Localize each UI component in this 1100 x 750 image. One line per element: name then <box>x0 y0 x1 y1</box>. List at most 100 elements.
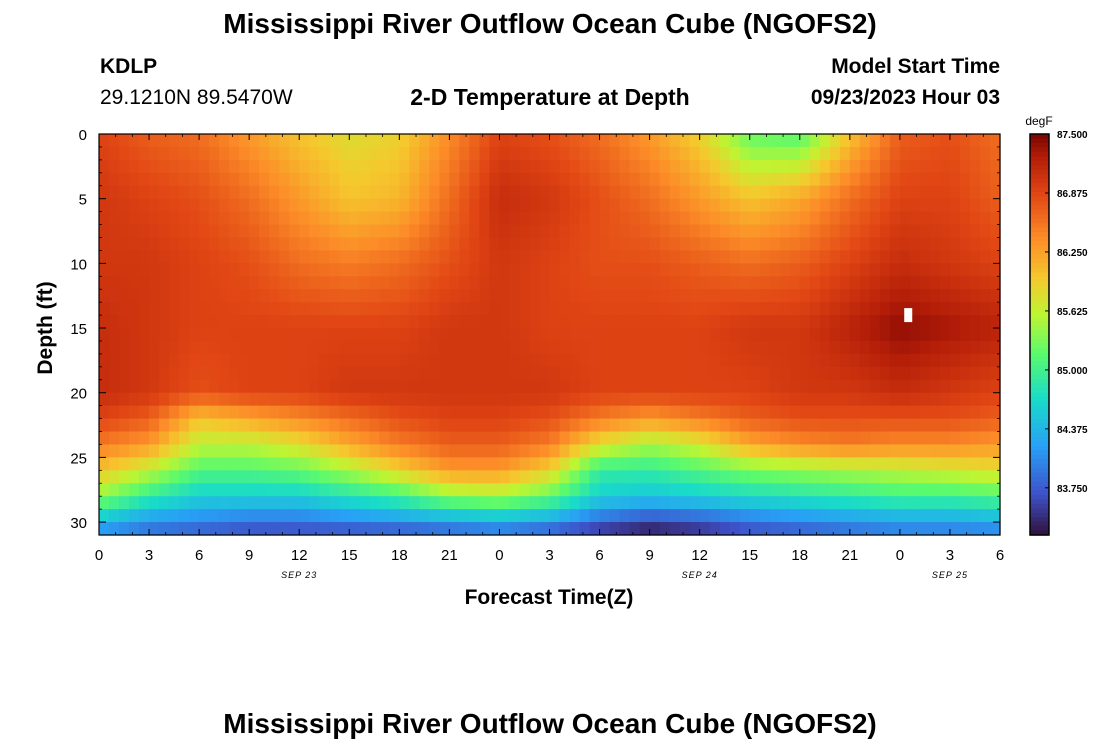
heatmap-cell <box>309 263 320 277</box>
heatmap-cell <box>389 444 400 458</box>
heatmap-cell <box>779 392 791 407</box>
heatmap-cell <box>619 392 631 407</box>
heatmap-cell <box>749 366 761 381</box>
heatmap-cell <box>889 263 901 277</box>
heatmap-cell <box>359 328 370 342</box>
heatmap-cell <box>709 366 721 381</box>
heatmap-cell <box>509 509 521 523</box>
heatmap-cell <box>259 366 270 381</box>
heatmap-cell <box>149 522 160 536</box>
heatmap-cell <box>969 496 981 510</box>
heatmap-cell <box>239 457 250 471</box>
heatmap-cell <box>199 276 210 290</box>
heatmap-cell <box>669 237 681 252</box>
heatmap-cell <box>939 172 951 187</box>
heatmap-cell <box>469 276 481 290</box>
heatmap-cell <box>129 211 140 226</box>
heatmap-cell <box>349 353 360 368</box>
heatmap-cell <box>759 250 771 264</box>
heatmap-cell <box>139 431 150 446</box>
heatmap-cell <box>779 444 791 458</box>
heatmap-cell <box>759 134 771 148</box>
heatmap-cell <box>869 457 881 471</box>
heatmap-cell <box>489 276 501 290</box>
heatmap-cell <box>309 146 320 161</box>
heatmap-cell <box>549 172 561 187</box>
heatmap-cell <box>269 405 280 420</box>
colorbar-band <box>1030 454 1049 460</box>
heatmap-cell <box>979 159 991 174</box>
heatmap-cell <box>469 418 481 433</box>
heatmap-cell <box>899 340 911 355</box>
heatmap-cell <box>549 509 561 523</box>
heatmap-cell <box>389 340 400 355</box>
heatmap-cell <box>529 185 541 200</box>
heatmap-cell <box>269 522 280 536</box>
heatmap-cell <box>829 250 841 264</box>
colorbar-band <box>1030 396 1049 402</box>
date-label: SEP 24 <box>682 570 718 580</box>
heatmap-cell <box>319 522 330 536</box>
heatmap-cell <box>169 211 180 226</box>
heatmap-cell <box>169 340 180 355</box>
heatmap-cell <box>379 366 390 381</box>
heatmap-cell <box>259 237 270 252</box>
heatmap-cell <box>599 198 611 213</box>
heatmap-cell <box>849 302 861 316</box>
heatmap-cell <box>919 302 931 316</box>
colorbar-band <box>1030 218 1049 224</box>
heatmap-cell <box>499 366 511 381</box>
heatmap-cell <box>759 185 771 200</box>
heatmap-cell <box>449 496 460 510</box>
heatmap-cell <box>279 418 290 433</box>
heatmap-cell <box>959 289 971 303</box>
heatmap-cell <box>209 159 220 174</box>
colorbar-band <box>1030 481 1049 487</box>
heatmap-cell <box>889 224 901 239</box>
colorbar-band <box>1030 254 1049 260</box>
heatmap-cell <box>129 146 140 161</box>
heatmap-cell <box>679 353 691 368</box>
heatmap-cell <box>239 276 250 290</box>
heatmap-cell <box>459 418 471 433</box>
heatmap-cell <box>729 431 741 446</box>
heatmap-cell <box>809 237 821 252</box>
heatmap-cell <box>979 340 991 355</box>
heatmap-cell <box>229 276 240 290</box>
heatmap-cell <box>969 470 981 484</box>
heatmap-cell <box>519 328 531 342</box>
heatmap-cell <box>149 483 160 497</box>
heatmap-cell <box>209 146 220 161</box>
heatmap-cell <box>279 134 290 148</box>
heatmap-cell <box>819 353 831 368</box>
heatmap-cell <box>309 315 320 329</box>
heatmap-cell <box>789 315 801 329</box>
heatmap-cell <box>689 250 701 264</box>
heatmap-cell <box>539 340 551 355</box>
heatmap-cell <box>699 522 711 536</box>
heatmap-cell <box>849 353 861 368</box>
heatmap-cell <box>789 159 801 174</box>
heatmap-cell <box>399 340 410 355</box>
heatmap-cell <box>939 522 951 536</box>
heatmap-cell <box>209 392 220 407</box>
heatmap-cell <box>129 276 140 290</box>
x-tick-label: 6 <box>595 547 603 564</box>
colorbar-band <box>1030 347 1049 353</box>
heatmap-cell <box>429 315 440 329</box>
heatmap-cell <box>859 431 871 446</box>
heatmap-cell <box>229 392 240 407</box>
heatmap-cell <box>439 198 450 213</box>
heatmap-cell <box>399 198 410 213</box>
heatmap-cell <box>559 172 571 187</box>
heatmap-cell <box>339 444 350 458</box>
heatmap-cell <box>879 522 891 536</box>
heatmap-cell <box>459 353 471 368</box>
heatmap-cell <box>339 211 350 226</box>
heatmap-cell <box>159 250 170 264</box>
heatmap-cell <box>129 159 140 174</box>
heatmap-cell <box>969 353 981 368</box>
heatmap-cell <box>899 289 911 303</box>
model-start-value: 09/23/2023 Hour 03 <box>810 86 1000 109</box>
heatmap-cell <box>929 353 941 368</box>
